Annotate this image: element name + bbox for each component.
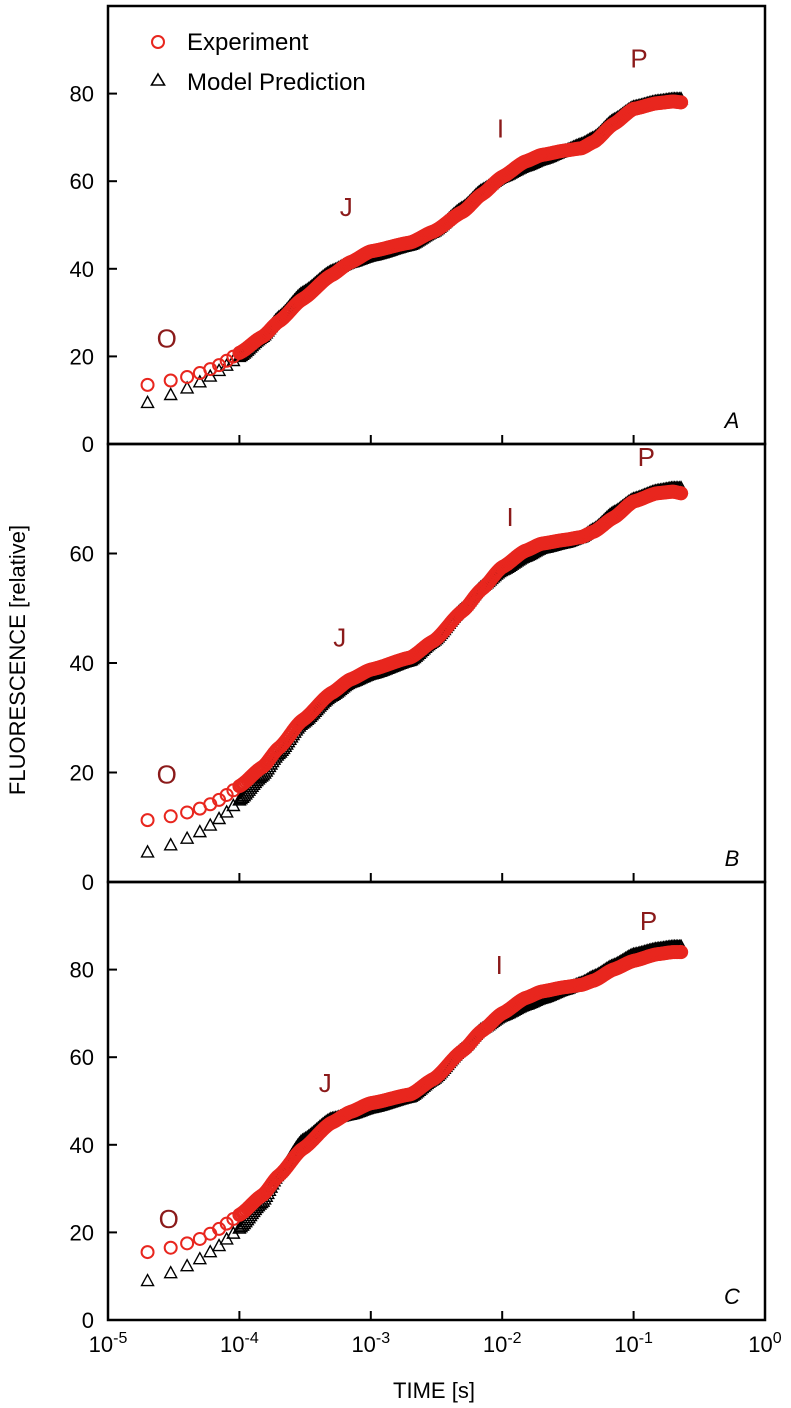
model-point (179, 830, 195, 844)
phase-label-i: I (497, 113, 504, 143)
y-tick-label: 0 (82, 432, 94, 457)
x-tick-label: 10-3 (351, 1330, 390, 1357)
panel-a: 0 20 40 60 80 O J I P A (70, 4, 767, 457)
panels: 0 20 40 60 80 O J I P A 0 20 40 60 O J I P B 0 20 40 60 80 O J I P C (70, 4, 767, 1333)
legend: Experiment Model Prediction (150, 29, 366, 96)
model-point (140, 844, 155, 858)
experiment-series (140, 94, 689, 392)
legend-experiment-label: Experiment (187, 29, 309, 56)
experiment-point (163, 1240, 178, 1255)
experiment-point (674, 95, 689, 110)
x-tick-label: 10-5 (89, 1330, 128, 1357)
model-point (211, 811, 227, 825)
y-axis-title: FLUORESCENCE [relative] (5, 525, 30, 795)
y-tick-label: 0 (82, 1308, 94, 1333)
y-tick-label: 40 (70, 1133, 94, 1158)
x-tick-label: 10-4 (220, 1330, 259, 1357)
panel-letter: B (725, 846, 740, 871)
legend-model-marker (150, 72, 166, 86)
y-tick-label: 60 (70, 169, 94, 194)
x-tick-label: 10-2 (483, 1330, 522, 1357)
experiment-point (674, 486, 689, 501)
model-point (192, 1251, 208, 1265)
model-point (211, 1238, 227, 1252)
experiment-series (140, 484, 689, 828)
experiment-point (163, 373, 178, 388)
phase-label-o: O (157, 324, 177, 354)
phase-label-j: J (340, 192, 353, 222)
phase-label-o: O (157, 759, 177, 789)
y-tick-label: 20 (70, 761, 94, 786)
model-point (163, 1265, 178, 1279)
panel-frame (106, 442, 767, 884)
experiment-point (180, 369, 195, 384)
x-tick-label: 10-1 (614, 1330, 653, 1357)
y-tick-label: 80 (70, 82, 94, 107)
model-point (232, 1220, 247, 1234)
panel-frame (106, 880, 767, 1322)
y-tick-label: 20 (70, 344, 94, 369)
model-point (203, 817, 218, 831)
phase-label-p: P (638, 442, 655, 472)
legend-experiment-marker (151, 35, 165, 49)
model-point (192, 374, 208, 388)
experiment-point (203, 362, 218, 377)
panel-b: 0 20 40 60 O J I P B (70, 442, 767, 895)
model-point (163, 837, 178, 851)
phase-label-i: I (496, 950, 503, 980)
experiment-point (180, 1236, 195, 1251)
model-point (233, 791, 249, 805)
y-tick-label: 0 (82, 870, 94, 895)
experiment-point (163, 809, 178, 824)
model-point (163, 387, 178, 401)
panel-c: 0 20 40 60 80 O J I P C (70, 880, 767, 1333)
experiment-point (212, 358, 227, 373)
model-point (179, 1258, 195, 1272)
phase-label-p: P (630, 43, 647, 73)
y-tick-label: 20 (70, 1220, 94, 1245)
phase-label-p: P (640, 906, 657, 936)
model-point (140, 394, 155, 409)
experiment-point (674, 945, 689, 960)
model-point (140, 1273, 155, 1287)
y-tick-label: 80 (70, 958, 94, 983)
experiment-point (140, 377, 155, 392)
phase-label-j: J (319, 1068, 332, 1098)
experiment-point (140, 813, 155, 828)
model-point (219, 357, 234, 371)
y-tick-label: 60 (70, 542, 94, 567)
model-point (192, 824, 208, 838)
phase-label-o: O (159, 1204, 179, 1234)
panel-letter: C (724, 1284, 740, 1309)
x-tick-label: 100 (748, 1330, 781, 1357)
model-point (179, 380, 195, 394)
legend-model-label: Model Prediction (187, 69, 366, 96)
experiment-point (140, 1245, 155, 1260)
y-tick-label: 40 (70, 651, 94, 676)
phase-label-i: I (507, 502, 514, 532)
panel-letter: A (723, 408, 740, 433)
y-tick-label: 60 (70, 1045, 94, 1070)
experiment-series (140, 945, 689, 1260)
x-axis-title: TIME [s] (393, 1378, 475, 1403)
model-point (219, 804, 234, 818)
x-tick-labels: 10-5 10-4 10-3 10-2 10-1 100 (89, 1330, 782, 1357)
y-tick-label: 40 (70, 257, 94, 282)
experiment-point (180, 805, 195, 820)
phase-label-j: J (333, 623, 346, 653)
